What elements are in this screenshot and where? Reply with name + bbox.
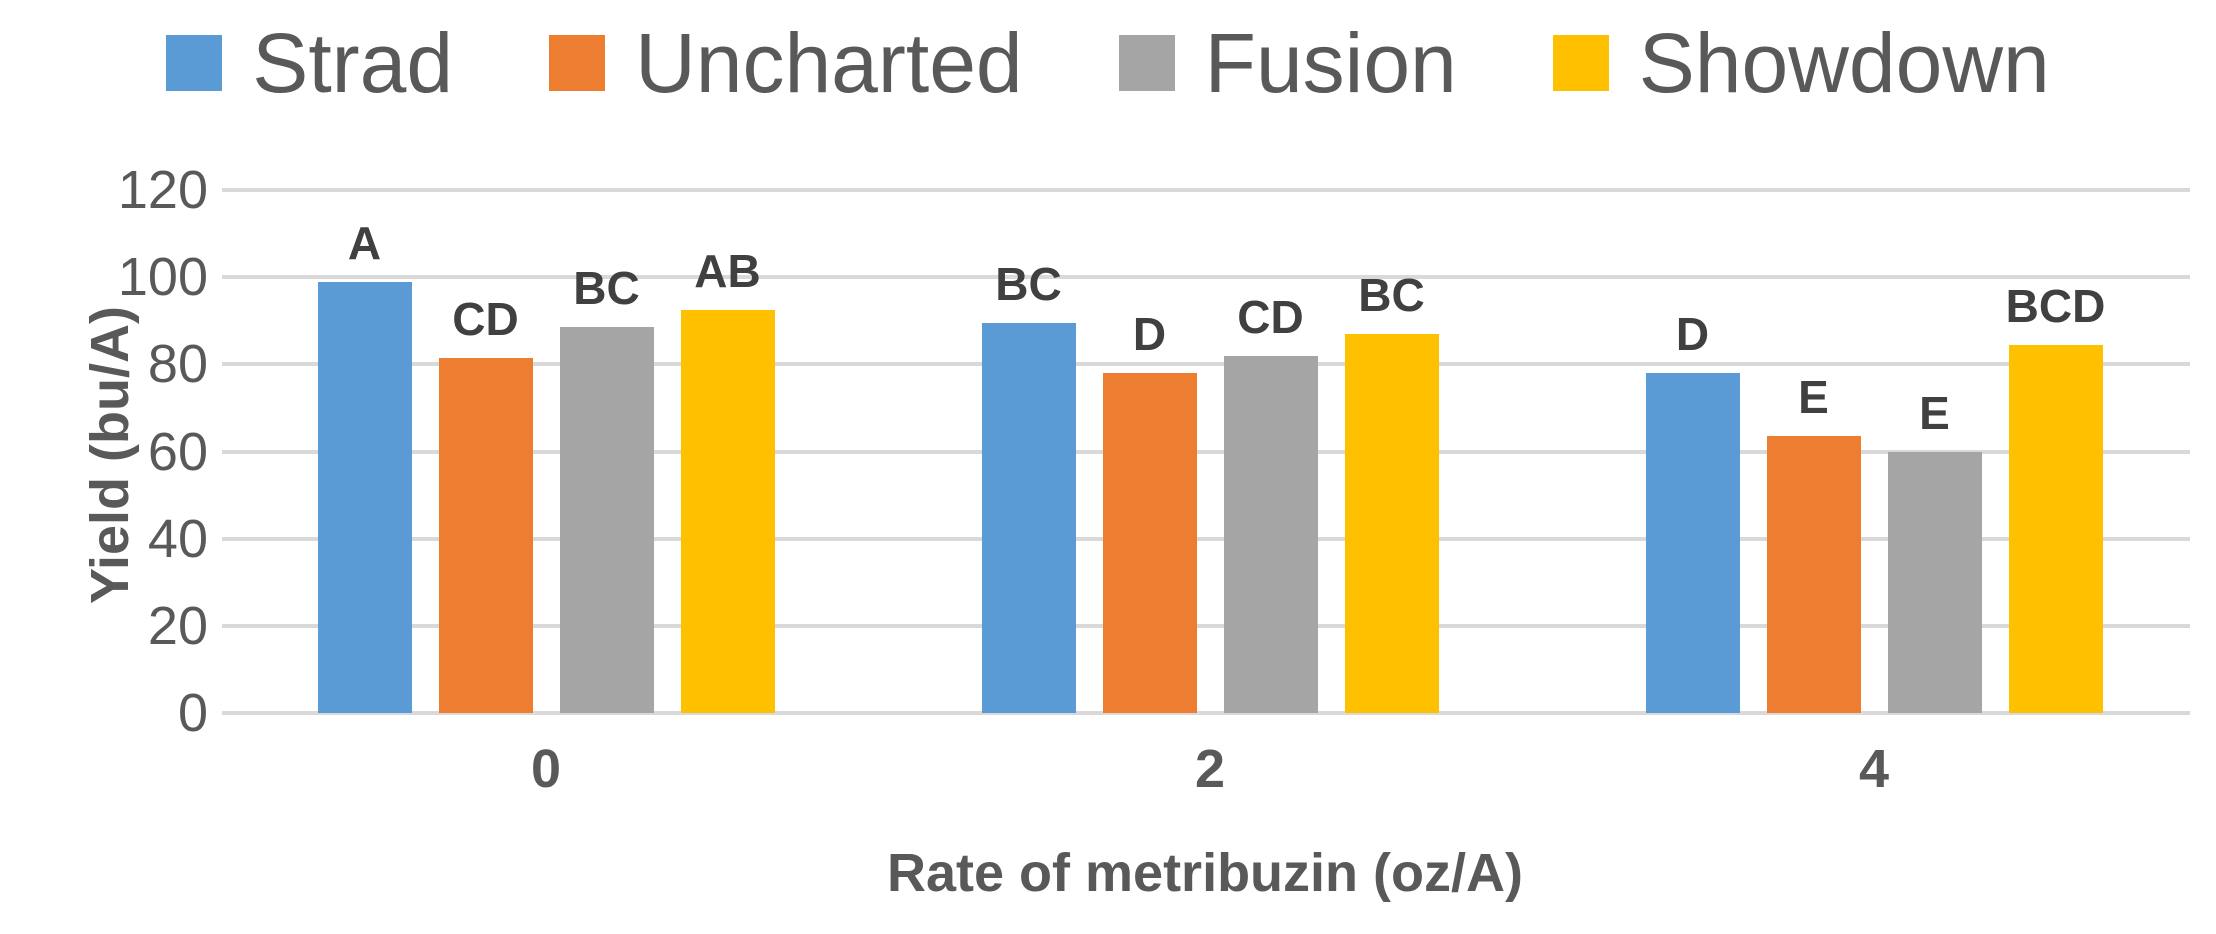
- legend-swatch-uncharted: [549, 35, 606, 91]
- sig-label-uncharted-rate-2: D: [1132, 308, 1167, 361]
- sig-label-fusion-rate-2: CD: [1237, 290, 1304, 343]
- bar-strad-rate-4: [1645, 373, 1740, 713]
- bar-fusion-rate-2: [1223, 355, 1318, 713]
- y-tick-label-20: 20: [147, 595, 208, 656]
- legend-label-showdown: Showdown: [1638, 16, 2050, 110]
- gridline-y-20: [222, 623, 2190, 628]
- y-tick-label-60: 60: [147, 421, 208, 482]
- legend-item-fusion: Fusion: [1118, 16, 1457, 110]
- legend-label-uncharted: Uncharted: [635, 16, 1023, 110]
- y-tick-label-120: 120: [117, 160, 208, 220]
- y-tick-label-40: 40: [147, 508, 208, 569]
- gridline-y-60: [222, 449, 2190, 454]
- sig-label-strad-rate-4: D: [1675, 308, 1710, 361]
- bar-strad-rate-0: [317, 281, 412, 713]
- gridline-y-40: [222, 536, 2190, 541]
- bar-uncharted-rate-0: [438, 357, 533, 713]
- gridline-y-120: [222, 188, 2190, 192]
- x-category-label-2: 2: [1194, 739, 1226, 799]
- sig-label-strad-rate-2: BC: [995, 257, 1062, 310]
- bar-showdown-rate-2: [1344, 333, 1439, 713]
- legend-label-fusion: Fusion: [1204, 16, 1457, 110]
- bar-strad-rate-2: [981, 322, 1076, 713]
- x-category-label-0: 0: [530, 739, 562, 799]
- legend-swatch-strad: [166, 35, 223, 91]
- sig-label-uncharted-rate-0: CD: [452, 292, 519, 345]
- bar-uncharted-rate-4: [1766, 436, 1861, 713]
- bar-fusion-rate-0: [559, 327, 654, 713]
- legend-label-strad: Strad: [252, 16, 454, 110]
- sig-label-fusion-rate-4: E: [1919, 386, 1950, 439]
- sig-label-fusion-rate-0: BC: [573, 262, 640, 315]
- x-category-label-4: 4: [1858, 739, 1890, 799]
- legend-swatch-fusion: [1118, 35, 1175, 91]
- legend: Strad Uncharted Fusion Showdown: [0, 8, 2216, 118]
- sig-label-showdown-rate-4: BCD: [2005, 279, 2106, 332]
- sig-label-strad-rate-0: A: [347, 216, 382, 269]
- bar-fusion-rate-4: [1887, 451, 1982, 713]
- sig-label-showdown-rate-0: AB: [694, 244, 761, 297]
- gridline-y-80: [222, 362, 2190, 367]
- y-tick-label-0: 0: [177, 683, 208, 743]
- bar-showdown-rate-0: [680, 309, 775, 713]
- bar-uncharted-rate-2: [1102, 373, 1197, 713]
- gridline-y-0: [222, 711, 2190, 715]
- legend-item-strad: Strad: [166, 21, 453, 105]
- sig-label-showdown-rate-2: BC: [1358, 268, 1425, 321]
- sig-label-uncharted-rate-4: E: [1798, 371, 1829, 424]
- y-tick-label-80: 80: [147, 334, 208, 395]
- legend-item-showdown: Showdown: [1552, 16, 2050, 110]
- x-axis-title: Rate of metribuzin (oz/A): [887, 843, 1523, 903]
- legend-swatch-showdown: [1552, 35, 1609, 91]
- bar-showdown-rate-4: [2008, 344, 2103, 713]
- legend-item-uncharted: Uncharted: [549, 21, 1023, 105]
- y-tick-label-100: 100: [117, 247, 208, 308]
- gridline-y-100: [222, 275, 2190, 280]
